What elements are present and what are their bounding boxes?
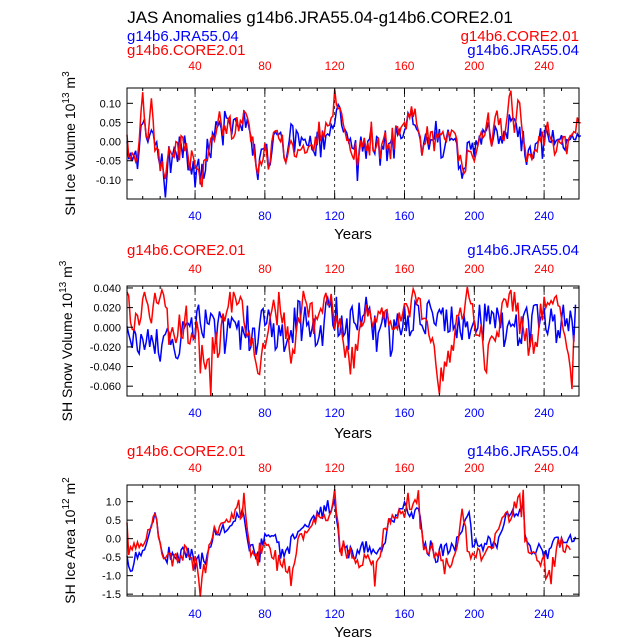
y-tick-label: -0.5 (102, 552, 121, 564)
top-x-tick-label: 160 (394, 59, 414, 73)
panel-snow_volume: -0.060 -0.040 -0.020 0.000 0.020 0.040 40 40 80 8… (58, 242, 580, 442)
top-x-tick-label: 200 (464, 461, 484, 475)
legend-right-entry: g14b6.JRA55.04 (467, 242, 579, 259)
plot-frame (126, 484, 580, 597)
legend-left-entry: g14b6.JRA55.04 (127, 28, 239, 45)
top-x-tick-label: 240 (534, 461, 554, 475)
series-line-red (126, 488, 571, 597)
y-tick-label: 0.040 (93, 283, 121, 295)
y-tick-label: 0.00 (100, 137, 121, 149)
top-x-tick-label: 240 (534, 59, 554, 73)
top-x-tick-label: 240 (534, 262, 554, 276)
top-x-tick-label: 80 (258, 262, 272, 276)
bottom-x-tick-label: 240 (534, 209, 554, 223)
x-axis-label: Years (334, 425, 372, 442)
y-axis-label: SH Ice Volume 1013 m3 (61, 71, 78, 216)
bottom-x-tick-label: 160 (394, 406, 414, 420)
legend-right-entry: g14b6.JRA55.04 (467, 443, 579, 460)
bottom-x-tick-label: 120 (325, 209, 345, 223)
panel-ice_volume: -0.10 -0.05 0.00 0.05 0.10 40 40 80 80 120 120 160 1… (61, 28, 582, 243)
bottom-x-tick-label: 160 (394, 209, 414, 223)
y-axis-label: SH Snow Volume 1013 m3 (58, 260, 75, 421)
y-tick-label: -0.060 (90, 381, 121, 393)
top-x-tick-label: 120 (325, 59, 345, 73)
top-x-tick-label: 200 (464, 262, 484, 276)
bottom-x-tick-label: 120 (325, 406, 345, 420)
series-line-blue (126, 294, 577, 362)
y-tick-label: -0.05 (96, 156, 121, 168)
bottom-x-tick-label: 40 (188, 607, 202, 621)
bottom-x-tick-label: 80 (258, 209, 272, 223)
top-x-tick-label: 160 (394, 262, 414, 276)
y-axis-label: SH Ice Area 1012 m2 (61, 477, 78, 604)
bottom-x-tick-label: 120 (325, 607, 345, 621)
top-x-tick-label: 200 (464, 59, 484, 73)
y-tick-label: 0.05 (100, 117, 121, 129)
bottom-x-tick-label: 160 (394, 607, 414, 621)
bottom-x-tick-label: 200 (464, 406, 484, 420)
series-line-blue (126, 498, 577, 573)
top-x-tick-label: 160 (394, 461, 414, 475)
y-tick-label: -0.10 (96, 175, 121, 187)
bottom-x-tick-label: 40 (188, 406, 202, 420)
top-x-tick-label: 80 (258, 59, 272, 73)
bottom-x-tick-label: 80 (258, 406, 272, 420)
bottom-x-tick-label: 200 (464, 209, 484, 223)
page-title: JAS Anomalies g14b6.JRA55.04-g14b6.CORE2… (127, 8, 513, 27)
y-tick-label: 0.000 (93, 322, 121, 334)
bottom-x-tick-label: 200 (464, 607, 484, 621)
plot-frame (126, 285, 580, 397)
bottom-x-tick-label: 240 (534, 607, 554, 621)
x-axis-label: Years (334, 624, 372, 638)
top-x-tick-label: 40 (188, 59, 202, 73)
series-line-red (126, 89, 581, 188)
y-tick-label: -1.5 (102, 589, 121, 601)
legend-left-entry: g14b6.CORE2.01 (127, 242, 245, 259)
plot-frame (126, 87, 580, 200)
bottom-x-tick-label: 240 (534, 406, 554, 420)
legend-right-entry: g14b6.JRA55.04 (467, 42, 579, 59)
top-x-tick-label: 80 (258, 461, 272, 475)
x-axis-label: Years (334, 226, 372, 243)
panel-ice_area: -1.5 -1.0 -0.5 0.0 0.5 1.0 40 40 80 80 120 120 160 16… (61, 443, 580, 638)
top-x-tick-label: 120 (325, 461, 345, 475)
legend-right-entry: g14b6.CORE2.01 (461, 28, 579, 45)
y-tick-label: -0.020 (90, 342, 121, 354)
top-x-tick-label: 40 (188, 461, 202, 475)
bottom-x-tick-label: 80 (258, 607, 272, 621)
legend-left-entry: g14b6.CORE2.01 (127, 443, 245, 460)
y-tick-label: 0.10 (100, 98, 121, 110)
y-tick-label: 0.5 (106, 515, 121, 527)
legend-left-entry: g14b6.CORE2.01 (127, 42, 245, 59)
series-line-red (126, 285, 575, 397)
bottom-x-tick-label: 40 (188, 209, 202, 223)
top-x-tick-label: 40 (188, 262, 202, 276)
top-x-tick-label: 120 (325, 262, 345, 276)
y-tick-label: 1.0 (106, 497, 121, 509)
y-tick-label: -1.0 (102, 571, 121, 583)
y-tick-label: 0.020 (93, 303, 121, 315)
y-tick-label: -0.040 (90, 362, 121, 374)
y-tick-label: 0.0 (106, 534, 121, 546)
